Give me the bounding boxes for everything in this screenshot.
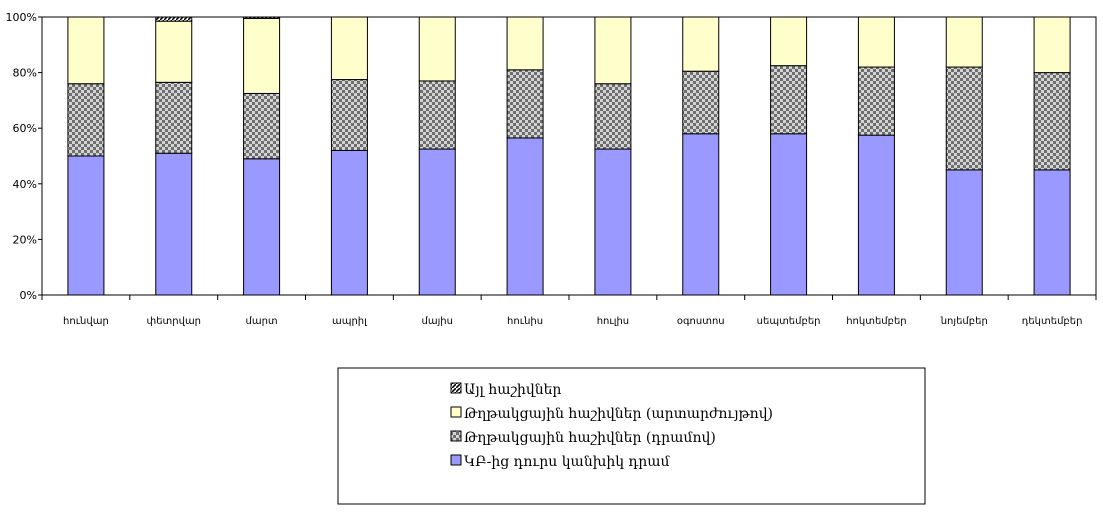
y-tick-label: 20% xyxy=(13,233,37,246)
bar-segment xyxy=(857,16,895,68)
x-tick-label: սեպտեմբեր xyxy=(757,316,821,327)
bar-segment xyxy=(594,83,632,150)
legend-swatch xyxy=(450,430,462,442)
x-tick-label: նոյեմբեր xyxy=(940,316,988,327)
x-tick-label: հուլիս xyxy=(597,316,629,327)
bar-segment xyxy=(770,65,808,135)
x-tick-label: փետրվար xyxy=(146,316,201,327)
bar-stack xyxy=(945,16,983,296)
bar-segment xyxy=(243,16,281,19)
bar-stack xyxy=(857,16,895,296)
bar-segment xyxy=(418,80,456,150)
legend-label: Թղթակցային հաշիվներ (արտարժույթով) xyxy=(464,406,773,422)
legend-label: Թղթակցային հաշիվներ (դրամով) xyxy=(464,430,716,446)
bar-stack xyxy=(770,16,808,296)
x-tick-label: ապրիլ xyxy=(332,316,368,327)
y-tick-label: 100% xyxy=(6,11,37,24)
bar-segment xyxy=(330,16,368,81)
bar-segment xyxy=(945,66,983,171)
bar-segment xyxy=(243,158,281,296)
bar-segment xyxy=(945,169,983,296)
legend-box xyxy=(337,367,926,505)
x-tick-label: հունիս xyxy=(507,316,543,327)
bar-segment xyxy=(155,20,193,83)
bar-segment xyxy=(945,16,983,68)
bar-segment xyxy=(594,148,632,296)
bar-segment xyxy=(1033,72,1071,171)
bar-stack xyxy=(594,16,632,296)
bar-segment xyxy=(243,17,281,94)
bar-segment xyxy=(1033,16,1071,74)
bar-segment xyxy=(857,66,895,136)
bar-segment xyxy=(857,134,895,296)
y-tick-label: 60% xyxy=(13,122,37,135)
bar-segment xyxy=(155,81,193,154)
bar-segment xyxy=(682,133,720,296)
legend: Այլ հաշիվներ Թղթակցային հաշիվներ (արտարժո… xyxy=(337,367,926,505)
bar-stack xyxy=(67,16,105,296)
y-tick-label: 40% xyxy=(13,178,37,191)
bar-segment xyxy=(506,69,544,139)
legend-swatch xyxy=(450,454,462,466)
legend-label: ԿԲ-ից դուրս կանխիկ դրամ xyxy=(464,454,670,470)
bar-stack xyxy=(506,16,544,296)
y-tick-label: 0% xyxy=(20,289,37,302)
bar-segment xyxy=(506,16,544,71)
bar-segment xyxy=(770,133,808,296)
x-tick-label: հունվար xyxy=(63,316,109,327)
bar-stack xyxy=(418,16,456,296)
x-tick-label: հոկտեմբեր xyxy=(846,316,906,327)
bar-segment xyxy=(594,16,632,85)
plot-area xyxy=(41,16,1097,296)
bar-segment xyxy=(330,79,368,151)
bar-stack xyxy=(155,16,193,296)
bar-segment xyxy=(682,70,720,135)
bar-segment xyxy=(330,149,368,296)
bar-segment xyxy=(67,16,105,85)
x-tick-label: դեկտեմբեր xyxy=(1022,316,1083,327)
bar-segment xyxy=(155,152,193,296)
bar-stack xyxy=(243,16,281,296)
x-tick-label: օգոստոս xyxy=(677,316,725,327)
bar-segment xyxy=(243,92,281,160)
legend-label: Այլ հաշիվներ xyxy=(464,382,561,398)
bar-segment xyxy=(770,16,808,67)
x-tick-label: մայիս xyxy=(422,316,453,327)
bar-segment xyxy=(155,16,193,22)
bar-segment xyxy=(682,16,720,72)
bar-stack xyxy=(682,16,720,296)
bar-segment xyxy=(506,137,544,296)
legend-swatch xyxy=(450,406,462,418)
bar-segment xyxy=(67,155,105,296)
bar-segment xyxy=(418,148,456,296)
bar-stack xyxy=(330,16,368,296)
legend-swatch xyxy=(450,382,462,394)
bar-segment xyxy=(418,16,456,82)
y-tick-label: 80% xyxy=(13,67,37,80)
x-tick-label: մարտ xyxy=(246,316,278,327)
bar-segment xyxy=(67,83,105,157)
bar-stack xyxy=(1033,16,1071,296)
bar-segment xyxy=(1033,169,1071,296)
